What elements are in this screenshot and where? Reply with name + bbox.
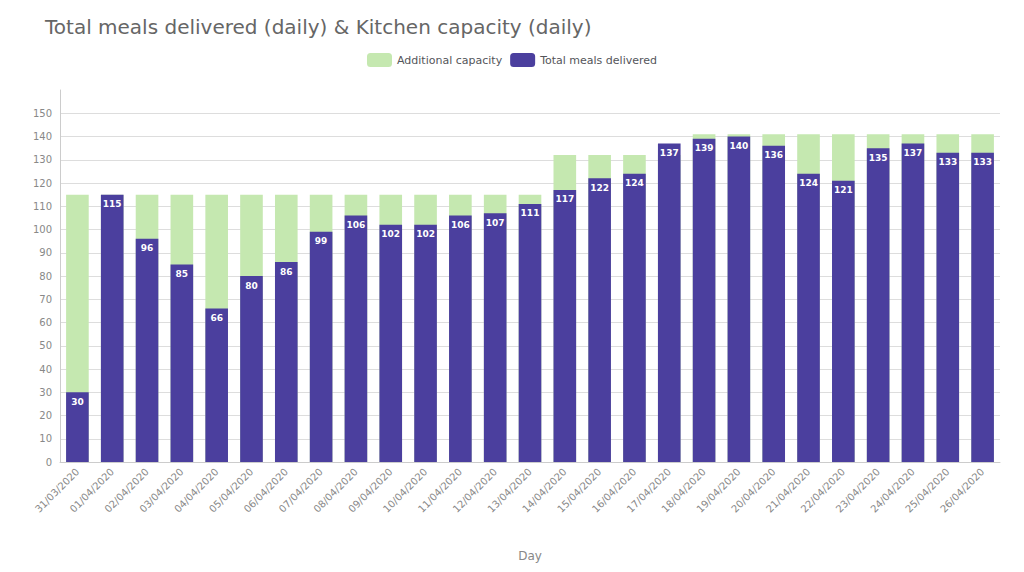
svg-text:120: 120 (33, 178, 52, 189)
svg-text:80: 80 (39, 271, 52, 282)
svg-text:26/04/2020: 26/04/2020 (938, 466, 986, 514)
svg-text:121: 121 (834, 185, 853, 195)
svg-text:90: 90 (39, 247, 52, 258)
svg-text:140: 140 (33, 131, 52, 142)
svg-text:08/04/2020: 08/04/2020 (311, 466, 360, 515)
svg-text:20/04/2020: 20/04/2020 (729, 466, 778, 515)
svg-text:13/04/2020: 13/04/2020 (485, 466, 534, 515)
svg-text:110: 110 (33, 201, 52, 212)
svg-text:137: 137 (904, 148, 923, 158)
svg-text:86: 86 (280, 267, 293, 277)
svg-text:117: 117 (555, 194, 574, 204)
svg-text:07/04/2020: 07/04/2020 (276, 466, 325, 515)
svg-text:133: 133 (938, 157, 957, 167)
svg-text:102: 102 (416, 229, 435, 239)
svg-text:40: 40 (39, 364, 52, 375)
svg-text:150: 150 (33, 108, 52, 119)
svg-text:Day: Day (518, 549, 542, 563)
svg-text:02/04/2020: 02/04/2020 (102, 466, 151, 515)
svg-text:19/04/2020: 19/04/2020 (694, 466, 743, 515)
svg-text:30: 30 (71, 397, 84, 407)
svg-text:137: 137 (660, 148, 679, 158)
svg-text:50: 50 (39, 340, 52, 351)
svg-text:10: 10 (39, 433, 52, 444)
svg-text:18/04/2020: 18/04/2020 (659, 466, 708, 515)
svg-text:135: 135 (869, 153, 888, 163)
svg-text:16/04/2020: 16/04/2020 (589, 466, 639, 515)
svg-text:05/04/2020: 05/04/2020 (206, 466, 256, 515)
svg-text:107: 107 (486, 218, 505, 228)
svg-text:21/04/2020: 21/04/2020 (763, 466, 813, 515)
svg-text:85: 85 (176, 269, 189, 279)
svg-text:122: 122 (590, 183, 609, 193)
svg-text:66: 66 (210, 313, 223, 323)
svg-text:100: 100 (33, 224, 52, 235)
svg-text:03/04/2020: 03/04/2020 (137, 466, 186, 515)
svg-text:70: 70 (39, 294, 52, 305)
svg-text:Total meals delivered: Total meals delivered (539, 54, 657, 67)
svg-text:01/04/2020: 01/04/2020 (67, 466, 117, 515)
svg-text:23/04/2020: 23/04/2020 (833, 466, 882, 515)
svg-text:140: 140 (729, 141, 748, 151)
svg-text:60: 60 (39, 317, 52, 328)
svg-text:115: 115 (103, 199, 122, 209)
svg-text:22/04/2020: 22/04/2020 (798, 466, 848, 515)
svg-text:133: 133 (973, 157, 992, 167)
svg-text:25/04/2020: 25/04/2020 (903, 466, 952, 515)
svg-text:30: 30 (39, 387, 52, 398)
svg-text:124: 124 (799, 178, 818, 188)
svg-text:17/04/2020: 17/04/2020 (624, 466, 674, 515)
svg-text:10/04/2020: 10/04/2020 (381, 466, 430, 515)
svg-text:31/03/2020: 31/03/2020 (32, 466, 82, 515)
svg-text:09/04/2020: 09/04/2020 (346, 466, 395, 515)
svg-text:20: 20 (39, 410, 52, 421)
svg-text:06/04/2020: 06/04/2020 (241, 466, 291, 515)
svg-text:11/04/2020: 11/04/2020 (415, 466, 465, 515)
svg-text:106: 106 (347, 220, 366, 230)
svg-text:111: 111 (521, 208, 540, 218)
svg-text:14/04/2020: 14/04/2020 (520, 466, 569, 515)
svg-text:80: 80 (245, 281, 258, 291)
svg-text:124: 124 (625, 178, 644, 188)
svg-text:96: 96 (141, 243, 154, 253)
svg-text:139: 139 (695, 143, 714, 153)
svg-text:Total meals delivered (daily): Total meals delivered (daily) & Kitchen … (44, 15, 591, 39)
svg-text:102: 102 (381, 229, 400, 239)
svg-text:99: 99 (315, 236, 328, 246)
svg-text:106: 106 (451, 220, 470, 230)
svg-text:136: 136 (764, 150, 783, 160)
svg-text:12/04/2020: 12/04/2020 (450, 466, 500, 515)
svg-text:130: 130 (33, 154, 52, 165)
svg-text:0: 0 (46, 457, 52, 468)
svg-text:Additional capacity: Additional capacity (397, 54, 503, 67)
svg-text:04/04/2020: 04/04/2020 (172, 466, 221, 515)
svg-text:15/04/2020: 15/04/2020 (555, 466, 604, 515)
svg-text:24/04/2020: 24/04/2020 (868, 466, 917, 515)
